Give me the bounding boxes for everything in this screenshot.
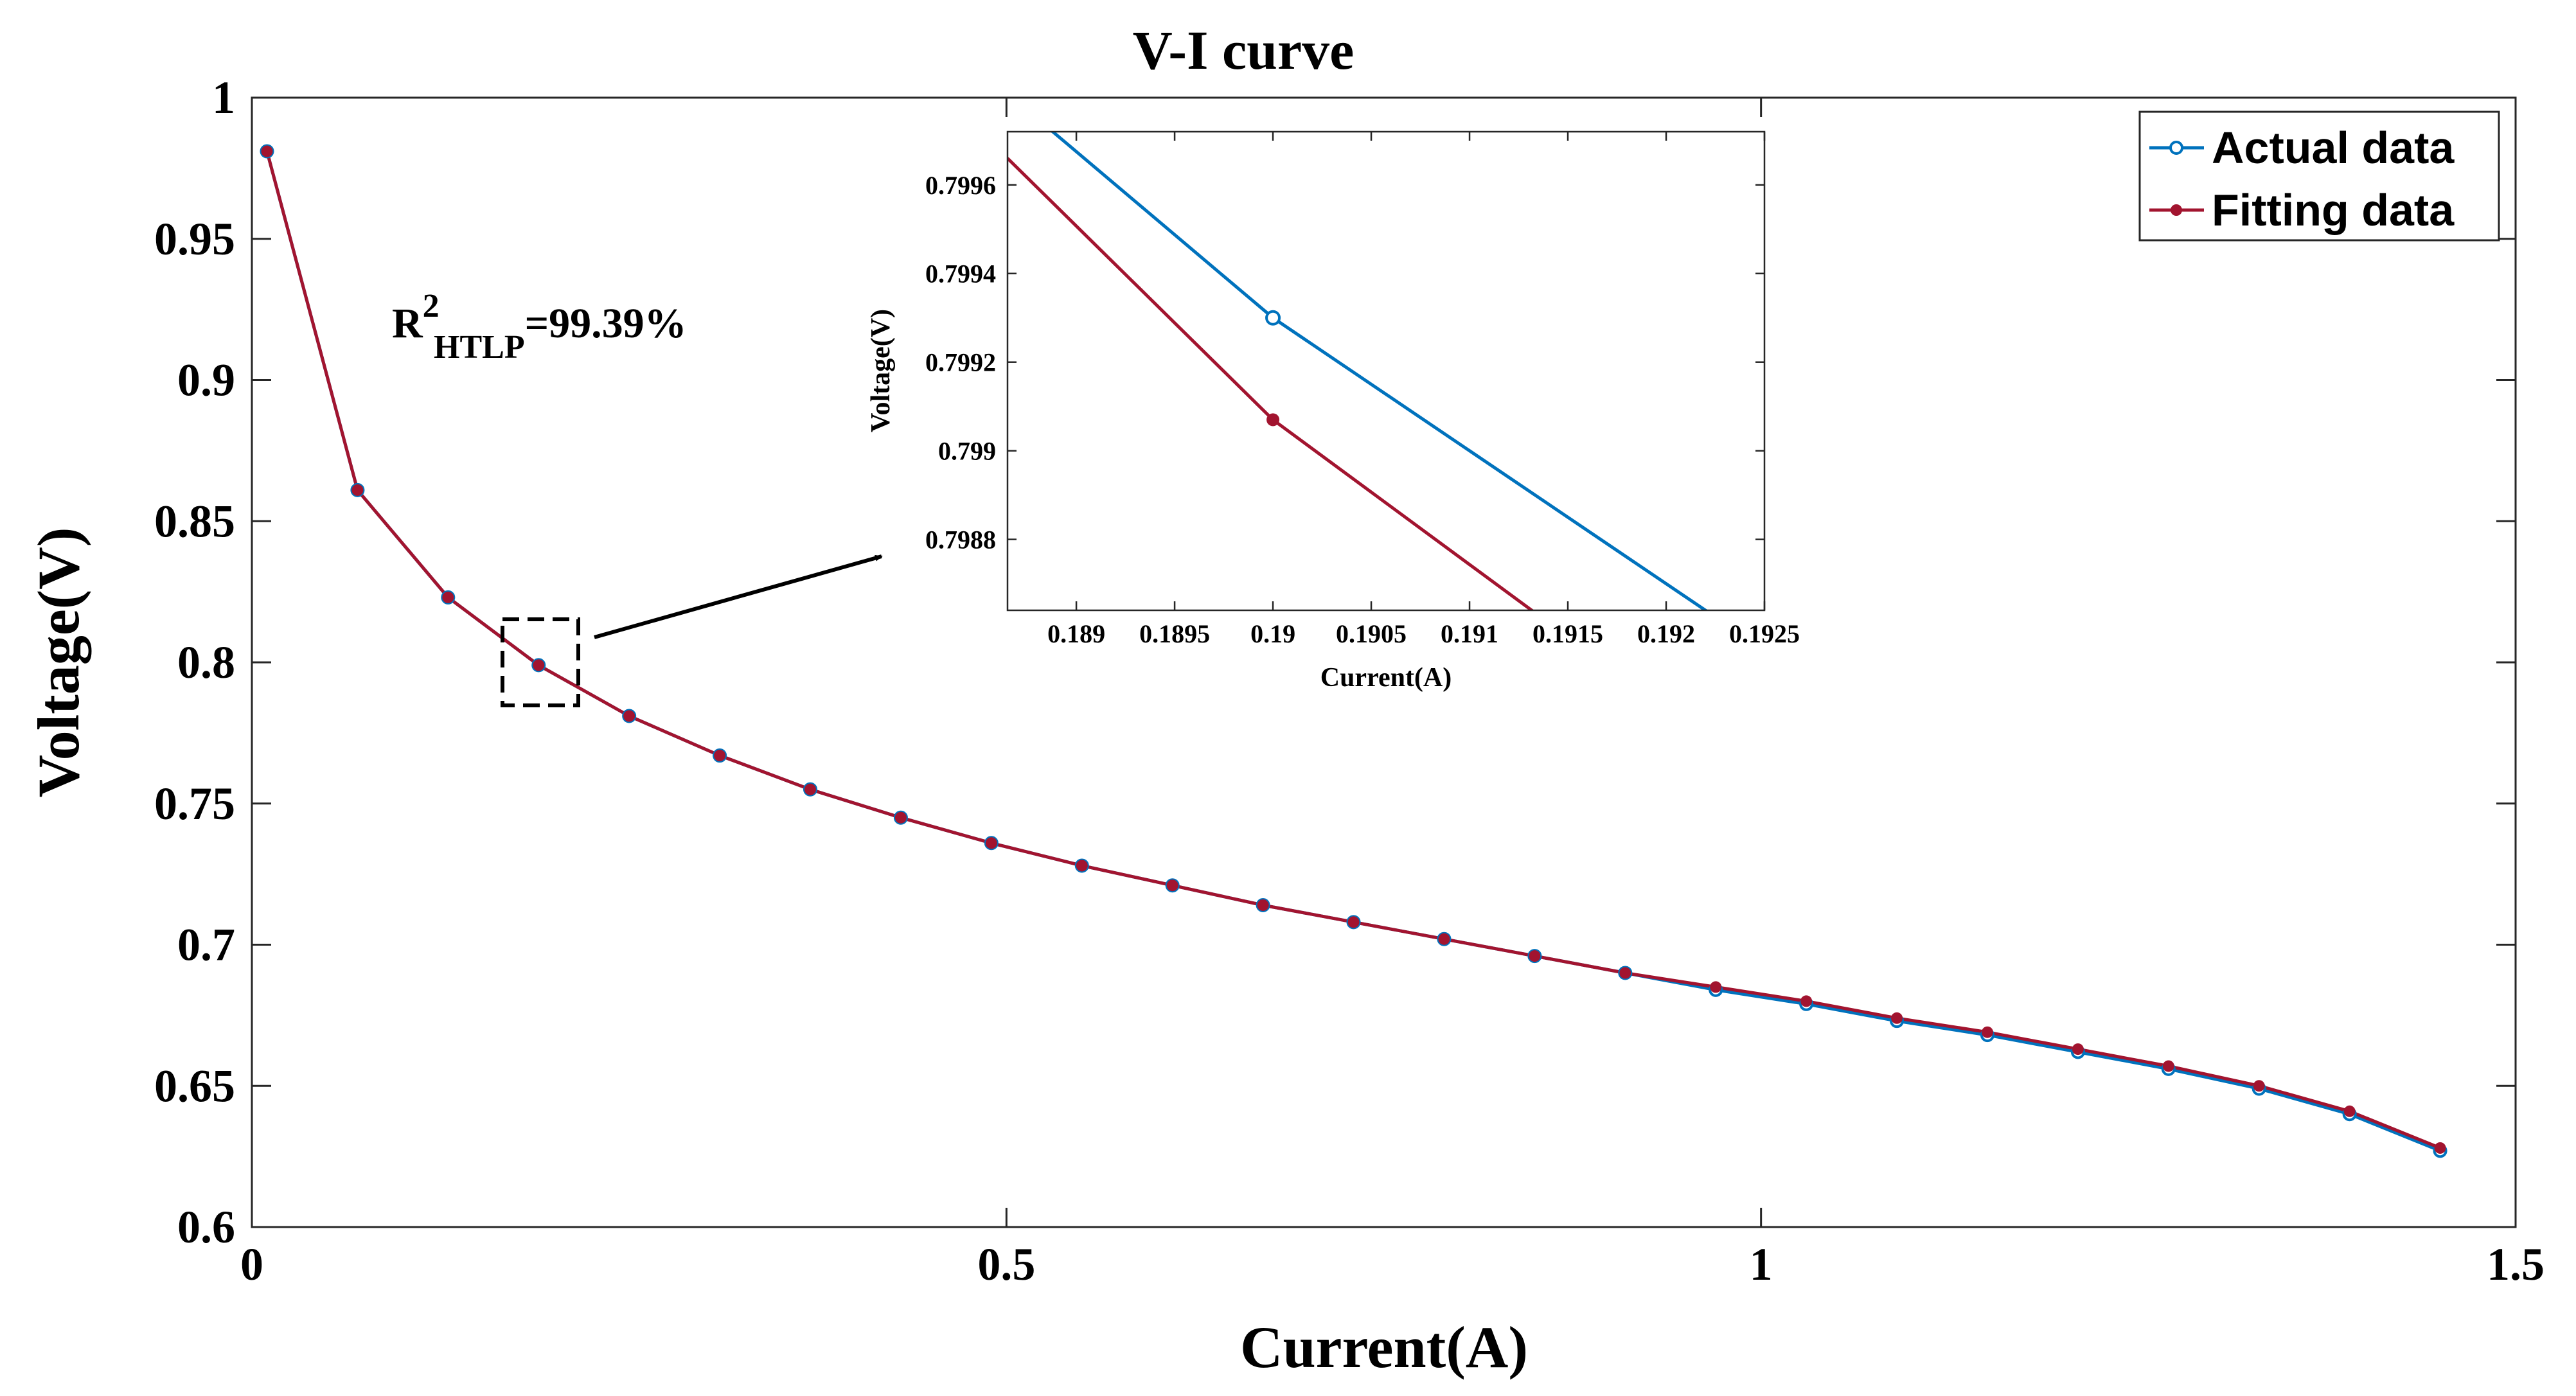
main-x-tick-label: 0.5	[977, 1239, 1035, 1290]
legend: Actual data Fitting data	[2138, 110, 2500, 242]
inset-y-tick-label: 0.7988	[925, 526, 996, 554]
main-x-tick-label: 1.5	[2487, 1239, 2545, 1290]
main-y-tick-label: 0.95	[154, 213, 235, 265]
legend-marker-fitting	[2171, 204, 2182, 216]
main-point-fitting	[1800, 995, 1813, 1007]
inset-y-tick-label: 0.7994	[925, 260, 996, 288]
main-point-fitting	[714, 750, 726, 762]
main-y-axis-label: Voltage(V)	[26, 527, 91, 798]
inset-y-tick-label: 0.799	[938, 437, 996, 466]
inset-point-actual	[1265, 310, 1281, 326]
main-point-fitting	[985, 837, 997, 849]
main-point-fitting	[804, 783, 817, 795]
inset-series-group	[1008, 132, 1709, 610]
main-point-fitting	[2434, 1142, 2446, 1154]
main-y-tick-label: 0.9	[177, 355, 235, 406]
main-point-fitting	[1438, 933, 1450, 945]
main-point-fitting	[351, 484, 364, 496]
inset-x-tick-label: 0.1925	[1729, 619, 1800, 648]
main-y-tick-label: 0.8	[177, 637, 235, 688]
main-point-fitting	[2162, 1060, 2174, 1072]
main-point-fitting	[1076, 860, 1088, 872]
main-y-tick-label: 0.6	[177, 1201, 235, 1253]
main-point-fitting	[1891, 1012, 1903, 1024]
legend-marker-actual	[2169, 141, 2183, 155]
inset-y-tick-label: 0.7992	[925, 348, 996, 377]
inset-x-tick-label: 0.1915	[1532, 619, 1603, 648]
main-tick-marks	[251, 96, 2517, 1228]
main-y-tick-label: 0.65	[154, 1060, 235, 1111]
main-point-fitting	[2343, 1105, 2356, 1117]
inset-point-fitting	[1266, 413, 1280, 427]
inset-y-axis-label: Voltage(V)	[866, 309, 896, 432]
inset-x-tick-label: 0.1895	[1139, 619, 1210, 648]
r2-superscript: 2	[423, 288, 440, 324]
inset-x-tick-label: 0.192	[1637, 619, 1695, 648]
inset-y-tick-label: 0.7996	[925, 171, 996, 200]
legend-label-actual: Actual data	[2212, 123, 2455, 173]
main-point-fitting	[623, 710, 635, 722]
main-x-axis-label: Current(A)	[1240, 1314, 1528, 1380]
inset-tick-marks	[1008, 132, 1766, 610]
r2-annotation: R2 HTLP=99.39%	[392, 288, 687, 366]
main-point-fitting	[533, 659, 545, 671]
main-x-tick-label: 1	[1750, 1239, 1773, 1290]
main-x-tick-labels: 0 0.5 1 1.5	[240, 1239, 2545, 1290]
legend-box	[2138, 110, 2500, 242]
inset-x-axis-label: Current(A)	[1320, 663, 1452, 693]
r2-subscript: HTLP	[434, 329, 525, 366]
main-point-fitting	[442, 591, 454, 603]
main-point-fitting	[1619, 967, 1631, 979]
inset-x-tick-label: 0.19	[1250, 619, 1295, 648]
inset-x-tick-label: 0.1905	[1336, 619, 1407, 648]
r2-base: R	[392, 300, 423, 347]
main-point-fitting	[1347, 916, 1360, 928]
inset-y-tick-labels: 0.7988 0.799 0.7992 0.7994 0.7996	[925, 171, 996, 554]
main-point-fitting	[1529, 950, 1541, 962]
main-point-fitting	[1166, 879, 1178, 892]
main-series-group	[260, 144, 2447, 1158]
inset-plot-background	[1008, 132, 1764, 610]
main-y-tick-label: 0.85	[154, 495, 235, 547]
main-point-fitting	[1257, 899, 1269, 911]
inset-x-tick-labels: 0.189 0.1895 0.19 0.1905 0.191 0.1915 0.192 0.1…	[1047, 619, 1800, 648]
inset-plot-area	[1006, 130, 1766, 612]
r2-value: =99.39%	[525, 300, 687, 347]
main-point-fitting	[261, 145, 273, 157]
main-y-tick-label: 0.75	[154, 778, 235, 829]
zoom-region-box	[501, 617, 580, 707]
main-point-fitting	[2072, 1043, 2084, 1056]
main-y-tick-label: 0.7	[177, 919, 235, 971]
inset-x-tick-label: 0.189	[1047, 619, 1105, 648]
chart-title: V-I curve	[1133, 19, 1355, 81]
zoom-arrow	[594, 554, 883, 639]
inset-x-tick-label: 0.191	[1441, 619, 1498, 648]
main-y-tick-label: 1	[212, 72, 235, 123]
main-point-fitting	[1710, 981, 1722, 993]
legend-label-fitting: Fitting data	[2212, 185, 2455, 235]
main-x-tick-label: 0	[240, 1239, 263, 1290]
main-point-fitting	[2253, 1080, 2265, 1092]
main-point-fitting	[894, 811, 907, 824]
main-y-tick-labels: 0.6 0.65 0.7 0.75 0.8 0.85 0.9 0.95 1	[154, 72, 235, 1253]
main-point-fitting	[1981, 1026, 1993, 1038]
